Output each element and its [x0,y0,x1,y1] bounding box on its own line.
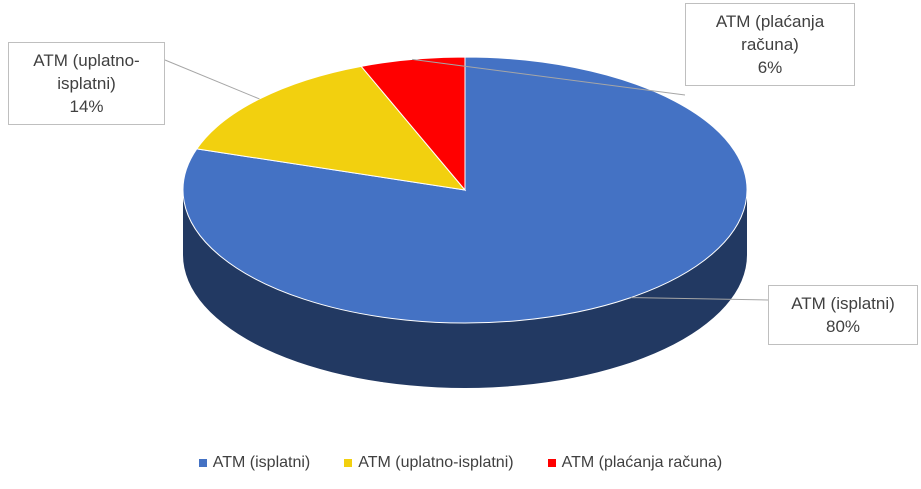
data-label: ATM (uplatno-isplatni) 14% [8,42,165,125]
legend: ATM (isplatni) ATM (uplatno-isplatni) ATM … [0,454,921,472]
leader-line [164,59,260,100]
data-label-value: 6% [757,58,783,77]
leader-line [412,58,686,96]
legend-item: ATM (plaćanja računa) [547,454,723,472]
legend-item: ATM (isplatni) [198,454,311,472]
data-label-name: ATM (isplatni) [791,294,895,313]
data-label: ATM (plaćanja računa) 6% [685,3,855,86]
data-label-name: ATM (plaćanja računa) [715,12,825,54]
legend-swatch [198,459,207,467]
slice-side [183,190,747,388]
data-label-name: ATM (uplatno-isplatni) [33,51,140,93]
legend-label: ATM (plaćanja računa) [561,454,723,471]
legend-label: ATM (uplatno-isplatni) [358,454,514,471]
data-label-value: 14% [69,97,104,116]
leader-line [630,297,769,301]
legend-label: ATM (isplatni) [212,454,311,471]
legend-item: ATM (uplatno-isplatni) [344,454,514,472]
legend-swatch [547,459,556,467]
data-label-value: 80% [825,317,861,336]
data-label: ATM (isplatni) 80% [768,285,918,345]
legend-swatch [344,459,353,467]
